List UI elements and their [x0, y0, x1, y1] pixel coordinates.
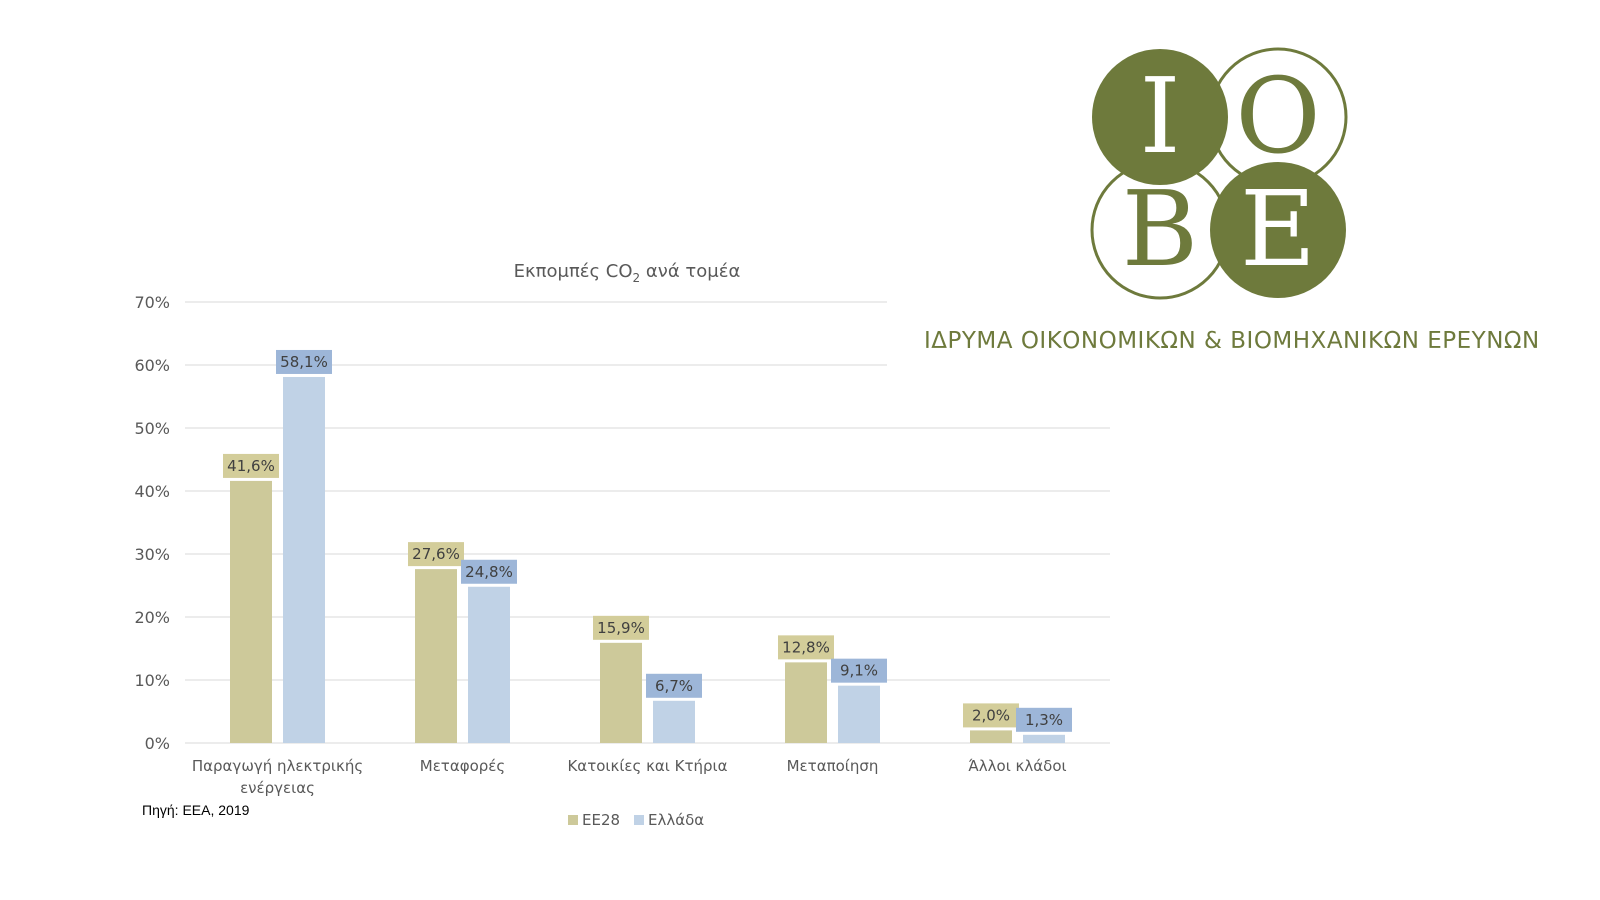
- data-label: 58,1%: [280, 353, 328, 371]
- data-label: 1,3%: [1025, 711, 1063, 729]
- source-note: Πηγή: ΕΕΑ, 2019: [142, 802, 250, 818]
- data-label-box: [461, 559, 517, 584]
- logo-letter-b: Β: [1122, 168, 1198, 290]
- data-label-box: [276, 349, 332, 374]
- logo-letter-i: Ι: [1139, 55, 1180, 177]
- data-label: 15,9%: [597, 619, 645, 637]
- logo-letter-e: Ε: [1240, 168, 1316, 290]
- x-tick-label: Κατοικίες και Κτήρια: [567, 757, 727, 775]
- x-tick-label: Παραγωγή ηλεκτρικής: [192, 757, 363, 775]
- x-axis-labels: Παραγωγή ηλεκτρικής ενέργειας Μεταφορές Κατ…: [192, 757, 1067, 797]
- y-tick-label: 70%: [134, 293, 170, 312]
- bar: [283, 376, 325, 743]
- x-tick-label: Μεταφορές: [420, 757, 505, 775]
- legend-swatch: [568, 815, 578, 825]
- data-label: 41,6%: [227, 457, 275, 475]
- bar: [653, 700, 695, 743]
- bar: [600, 642, 642, 743]
- y-axis-ticks: 0% 10% 20% 30% 40% 50% 60% 70%: [134, 293, 170, 753]
- data-label-box: [646, 673, 702, 698]
- data-label-box: [1016, 707, 1072, 732]
- bars: 41,6% 58,1% 27,6% 24,8% 15,9% 6,7% 12,8% 9,1% 2,…: [223, 349, 1072, 743]
- chart-title-rest: ανά τομέα: [640, 261, 740, 282]
- logo-circle-i: [1092, 49, 1228, 185]
- data-label: 12,8%: [782, 638, 830, 656]
- data-label-box: [223, 453, 279, 478]
- data-label: 24,8%: [465, 563, 513, 581]
- x-tick-label: Μεταποίηση: [787, 757, 879, 775]
- y-tick-label: 40%: [134, 482, 170, 501]
- legend-swatch: [634, 815, 644, 825]
- data-label-box: [778, 635, 834, 660]
- chart-title-subscript: 2: [633, 271, 641, 285]
- legend: ΕΕ28 Ελλάδα: [568, 811, 704, 829]
- bar: [230, 480, 272, 743]
- data-label-box: [963, 703, 1019, 728]
- x-tick-label: Άλλοι κλάδοι: [968, 757, 1066, 775]
- org-name: ΙΔΡΥΜΑ ΟΙΚΟΝΟΜΙΚΩΝ & ΒΙΟΜΗΧΑΝΙΚΩΝ ΕΡΕΥΝΩ…: [924, 328, 1540, 354]
- data-label: 9,1%: [840, 662, 878, 680]
- legend-label: ΕΕ28: [582, 811, 620, 829]
- bar: [970, 730, 1012, 743]
- logo-letter-o: Ο: [1235, 55, 1320, 177]
- y-tick-label: 20%: [134, 608, 170, 627]
- y-tick-label: 0%: [145, 734, 170, 753]
- x-tick-label: ενέργειας: [240, 779, 315, 797]
- y-tick-label: 10%: [134, 671, 170, 690]
- chart-title: Εκπομπές CO2 ανά τομέα: [514, 261, 741, 285]
- data-label-box: [831, 658, 887, 683]
- data-label: 27,6%: [412, 545, 460, 563]
- bar: [468, 586, 510, 743]
- y-tick-label: 30%: [134, 545, 170, 564]
- data-label-box: [593, 615, 649, 640]
- bar: [838, 685, 880, 743]
- logo-circle-e: [1210, 162, 1346, 298]
- iobe-logo: Ι Ο Β Ε: [1090, 47, 1348, 300]
- y-tick-label: 60%: [134, 356, 170, 375]
- chart-title-main: Εκπομπές CO: [514, 261, 633, 282]
- bar: [1023, 734, 1065, 743]
- data-label-box: [408, 542, 464, 567]
- bar: [785, 662, 827, 743]
- legend-label: Ελλάδα: [648, 811, 704, 829]
- bar: [415, 569, 457, 743]
- data-label: 2,0%: [972, 706, 1010, 724]
- data-label: 6,7%: [655, 677, 693, 695]
- y-tick-label: 50%: [134, 419, 170, 438]
